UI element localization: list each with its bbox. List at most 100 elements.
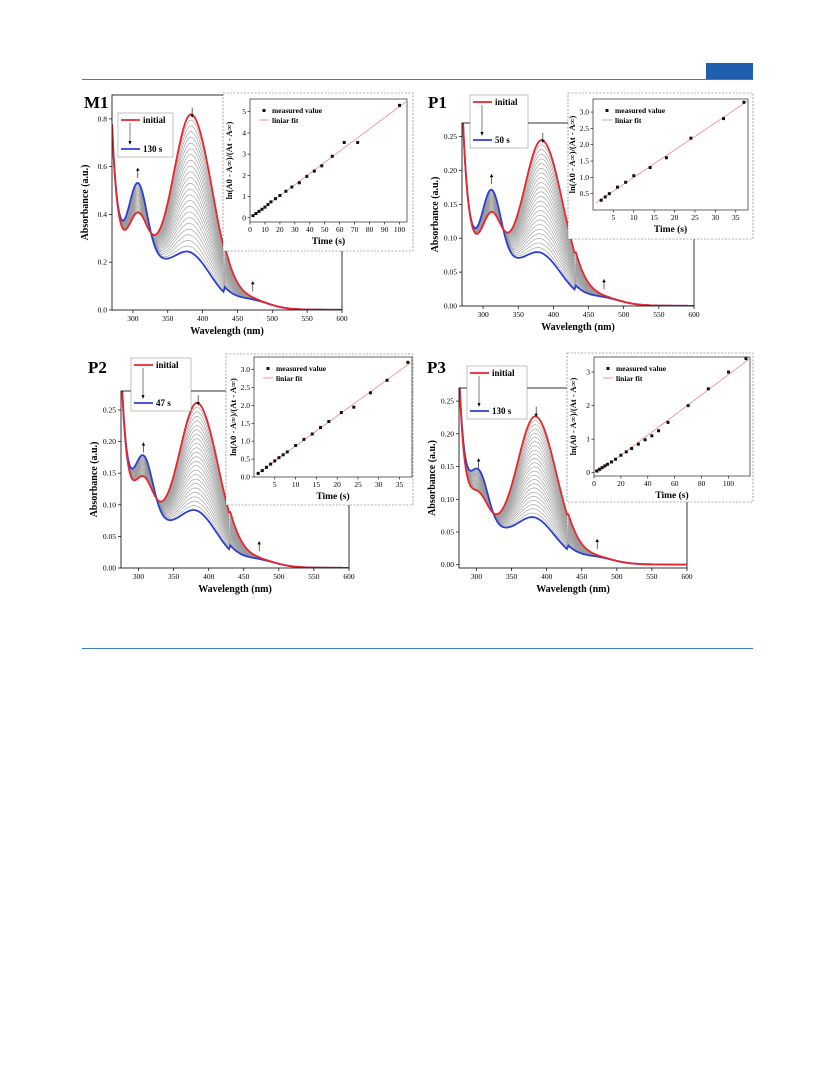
x-tick-label: 500 <box>267 314 279 323</box>
inset-x-tick-label: 20 <box>276 225 284 234</box>
y-tick-label: 0.10 <box>444 234 457 243</box>
inset-y-tick-label: 2 <box>242 171 246 180</box>
inset-x-tick-label: 60 <box>671 479 679 488</box>
legend-final-label: 130 s <box>143 144 163 154</box>
inset-x-tick-label: 50 <box>321 225 329 234</box>
inset-x-tick-label: 100 <box>723 479 735 488</box>
inset-point <box>614 457 618 461</box>
inset-point <box>624 450 628 454</box>
inset-x-tick-label: 25 <box>691 213 699 222</box>
y-tick-label: 0.10 <box>441 495 454 504</box>
inset-point <box>636 442 640 446</box>
spectra <box>462 123 694 306</box>
y-tick-label: 0.25 <box>103 405 116 414</box>
inset-point <box>330 154 334 158</box>
increase-arrow-long-head <box>257 541 262 545</box>
inset-point <box>368 391 372 395</box>
panel-label: M1 <box>84 93 109 112</box>
y-tick-label: 0.05 <box>441 528 454 537</box>
inset-point <box>406 360 410 364</box>
inset-point <box>605 462 609 466</box>
inset-point <box>263 205 267 209</box>
inset-y-tick-label: 0.0 <box>241 473 251 482</box>
x-tick-label: 350 <box>506 572 518 581</box>
inset-x-tick-label: 20 <box>617 479 625 488</box>
increase-arrow-long-head <box>250 281 255 285</box>
inset-point <box>254 212 258 216</box>
inset-legend-fit: liniar fit <box>616 374 643 383</box>
inset-point <box>256 471 260 475</box>
inset-point <box>327 419 331 423</box>
y-tick-label: 0.00 <box>441 560 454 569</box>
y-tick-label: 0.15 <box>103 469 116 478</box>
inset-point <box>600 466 604 470</box>
inset-frame <box>593 356 751 477</box>
x-axis-title: Wavelength (nm) <box>198 584 272 595</box>
inset-y-axis-title: ln(A0 - A∞)/(At - A∞) <box>567 115 577 193</box>
inset-point <box>305 174 309 178</box>
inset-point <box>603 195 607 199</box>
y-tick-label: 0.4 <box>98 210 108 219</box>
increase-arrow-short-head <box>135 167 140 171</box>
inset-x-tick-label: 40 <box>306 225 314 234</box>
y-tick-label: 0.20 <box>103 437 116 446</box>
inset-point <box>312 169 316 173</box>
y-axis-title: Absorbance (a.u.) <box>89 442 100 518</box>
inset-y-axis-title: ln(A0 - A∞)/(At - A∞) <box>224 121 234 199</box>
panel-label: P1 <box>428 93 447 112</box>
inset-point <box>666 420 670 424</box>
inset-x-axis-title: Time (s) <box>654 224 687 235</box>
y-tick-label: 0.15 <box>441 462 454 471</box>
y-tick-label: 0.05 <box>444 268 457 277</box>
inset-point <box>294 443 298 447</box>
spectrum-initial <box>459 388 687 566</box>
inset-x-tick-label: 100 <box>394 225 406 234</box>
spectra <box>121 391 349 568</box>
inset-legend-fit: liniar fit <box>272 116 299 125</box>
x-tick-label: 350 <box>513 310 525 319</box>
x-tick-label: 350 <box>168 572 180 581</box>
inset-point <box>260 207 264 211</box>
inset-point <box>686 404 690 408</box>
x-tick-label: 400 <box>541 572 553 581</box>
inset-point <box>664 156 668 160</box>
inset-point <box>302 437 306 441</box>
decrease-arrow-head <box>196 402 200 406</box>
legend-arrow-head <box>128 141 132 145</box>
x-tick-label: 450 <box>238 572 250 581</box>
legend-arrow-head <box>477 403 481 407</box>
inset-point <box>648 166 652 170</box>
y-tick-label: 0.8 <box>98 114 108 123</box>
inset-point <box>744 357 748 361</box>
inset-x-tick-label: 80 <box>366 225 374 234</box>
inset-x-tick-label: 35 <box>396 480 404 489</box>
inset-point <box>597 467 601 471</box>
panel-label: P2 <box>88 358 107 377</box>
x-tick-label: 400 <box>203 572 215 581</box>
spectrum-initial <box>121 391 349 568</box>
inset-point <box>277 456 281 460</box>
inset-point <box>630 447 634 451</box>
inset-legend-measured: measured value <box>615 106 666 115</box>
inset-point <box>726 370 730 374</box>
inset-box <box>222 92 414 252</box>
inset-x-tick-label: 5 <box>612 213 616 222</box>
inset-x-tick-label: 30 <box>291 225 299 234</box>
y-tick-label: 0.25 <box>444 132 457 141</box>
inset-y-tick-label: 1 <box>242 192 246 201</box>
decrease-arrow-head <box>534 413 538 417</box>
x-tick-label: 600 <box>336 314 348 323</box>
y-tick-label: 0.25 <box>441 397 454 406</box>
y-tick-label: 0.20 <box>444 166 457 175</box>
inset-x-tick-label: 0 <box>248 225 252 234</box>
decrease-arrow-head <box>541 139 545 143</box>
x-tick-label: 300 <box>471 572 483 581</box>
inset-y-tick-label: 1.5 <box>580 157 590 166</box>
inset-y-tick-label: 1.5 <box>241 419 251 428</box>
inset-y-tick-label: 2.5 <box>241 383 251 392</box>
inset-point <box>615 185 619 189</box>
inset-x-tick-label: 25 <box>354 480 362 489</box>
inset-point <box>281 453 285 457</box>
